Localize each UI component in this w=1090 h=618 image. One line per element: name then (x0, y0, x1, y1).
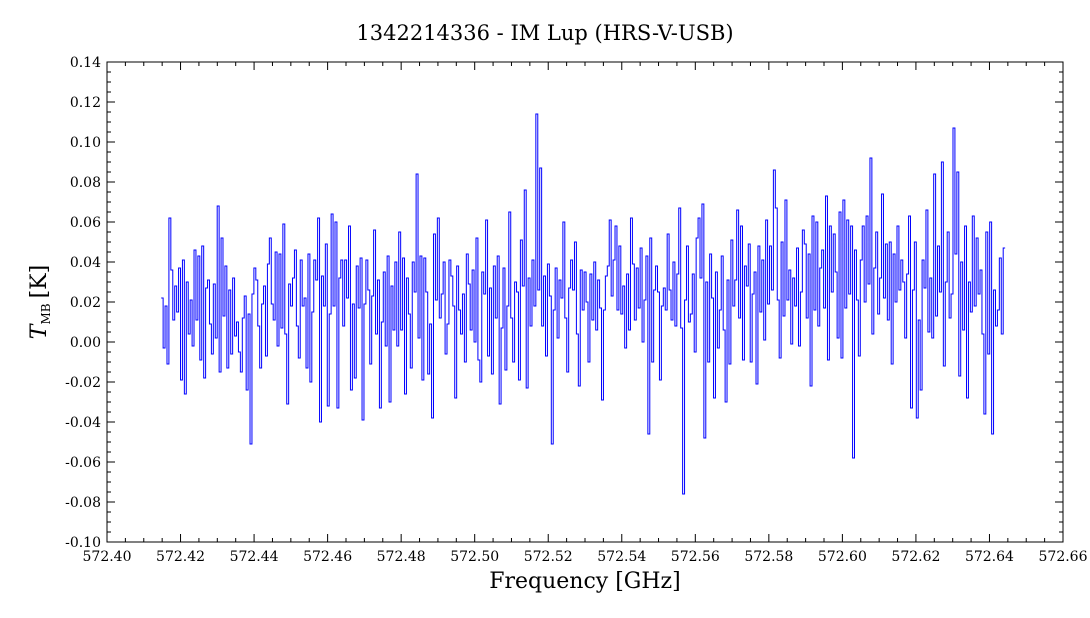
y-tick-label: 0.00 (70, 335, 101, 351)
y-tick-label: 0.10 (70, 135, 101, 151)
x-tick-label: 572.62 (891, 549, 940, 565)
x-tick-label: 572.56 (671, 549, 720, 565)
y-tick-label: 0.06 (70, 215, 101, 231)
x-tick-label: 572.42 (156, 549, 205, 565)
x-tick-label: 572.44 (230, 549, 279, 565)
x-tick-label: 572.64 (965, 549, 1014, 565)
x-axis-label: Frequency [GHz] (489, 569, 681, 594)
x-tick-label: 572.58 (744, 549, 793, 565)
y-tick-label: 0.08 (70, 175, 101, 191)
chart-title: 1342214336 - IM Lup (HRS-V-USB) (356, 21, 733, 45)
x-tick-label: 572.46 (303, 549, 352, 565)
y-tick-label: 0.04 (70, 255, 101, 271)
y-axis: -0.10 -0.08 -0.06 -0.04 -0.02 0.00 0.02 0.04 0.0… (65, 55, 1063, 551)
x-tick-label: 572.40 (83, 549, 132, 565)
x-tick-label: 572.60 (818, 549, 867, 565)
y-axis-label-subscript: MB (39, 303, 53, 324)
y-tick-label: 0.12 (70, 95, 101, 111)
spectrum-series-line (161, 113, 1006, 495)
series-layer (161, 113, 1006, 495)
y-tick-label: 0.14 (70, 55, 101, 71)
y-tick-label: -0.04 (65, 415, 101, 431)
y-tick-label: -0.08 (65, 495, 101, 511)
x-tick-label: 572.66 (1039, 549, 1088, 565)
y-axis-label: TMB [K] (27, 265, 53, 339)
x-tick-label: 572.48 (377, 549, 426, 565)
y-axis-label-unit: [K] (27, 265, 52, 299)
y-axis-label-symbol: T (27, 322, 52, 339)
y-tick-label: 0.02 (70, 295, 101, 311)
y-tick-label: -0.06 (65, 455, 101, 471)
y-tick-label: -0.10 (65, 535, 101, 551)
y-tick-label: -0.02 (65, 375, 101, 391)
x-tick-label: 572.54 (597, 549, 646, 565)
x-axis: 572.40 572.42 572.44 572.46 572.48 572.50 572.… (83, 62, 1088, 565)
x-tick-label: 572.50 (450, 549, 499, 565)
plot-frame (106, 61, 1064, 543)
x-tick-label: 572.52 (524, 549, 573, 565)
